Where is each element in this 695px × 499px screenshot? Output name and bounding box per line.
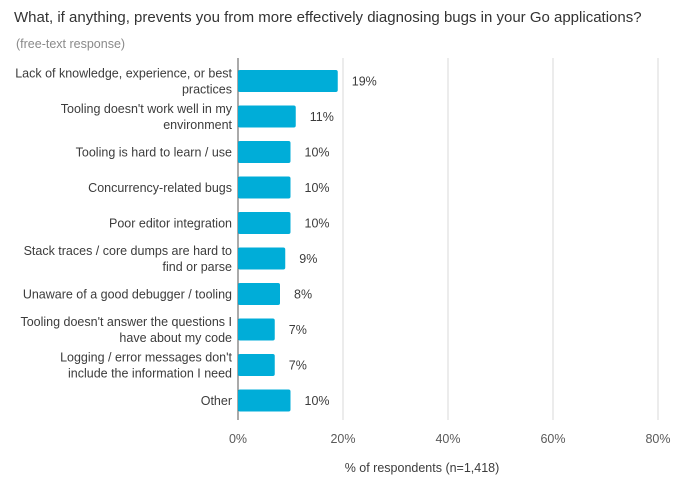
value-labels: 19% 11% 10% 10% 10% 9% 8% 7% 7% 10% (289, 75, 377, 409)
x-axis-title: % of respondents (n=1,418) (345, 461, 500, 475)
bar (238, 318, 275, 341)
bar (238, 283, 280, 305)
bar (238, 176, 291, 199)
chart-subtitle: (free-text response) (16, 37, 125, 51)
data-label: 19% (352, 75, 377, 89)
data-label: 10% (305, 394, 330, 408)
category-label: Tooling is hard to learn / use (76, 146, 232, 160)
category-label: Concurrency-related bugs (88, 181, 232, 195)
data-label: 8% (294, 288, 312, 302)
category-labels: Lack of knowledge, experience, or best pr… (15, 67, 233, 409)
category-label: Logging / error messages don't include th… (60, 351, 232, 381)
bar (238, 389, 291, 412)
data-label: 10% (305, 181, 330, 195)
x-tick-labels: 0% 20% 40% 60% 80% (229, 432, 671, 446)
x-tick-label: 20% (330, 432, 355, 446)
bar (238, 247, 286, 270)
category-label: Other (201, 394, 232, 408)
category-label: Poor editor integration (109, 217, 232, 231)
chart-title: What, if anything, prevents you from mor… (14, 9, 642, 26)
data-label: 11% (310, 110, 334, 124)
data-label: 10% (305, 146, 330, 160)
data-label: 9% (299, 252, 317, 266)
category-label: Unaware of a good debugger / tooling (23, 288, 232, 302)
x-tick-label: 0% (229, 432, 247, 446)
category-label: Stack traces / core dumps are hard to fin… (24, 244, 232, 274)
category-label: Tooling doesn't work well in my environme… (61, 102, 233, 132)
bar (238, 354, 275, 376)
bar (238, 141, 291, 163)
bar (238, 212, 291, 234)
x-tick-label: 40% (435, 432, 460, 446)
x-tick-label: 80% (645, 432, 670, 446)
data-label: 7% (289, 359, 307, 373)
data-label: 10% (305, 217, 330, 231)
category-label: Lack of knowledge, experience, or best pr… (15, 67, 232, 97)
bars (238, 70, 338, 412)
bar (238, 105, 296, 128)
bar (238, 70, 338, 92)
x-tick-label: 60% (540, 432, 565, 446)
data-label: 7% (289, 323, 307, 337)
